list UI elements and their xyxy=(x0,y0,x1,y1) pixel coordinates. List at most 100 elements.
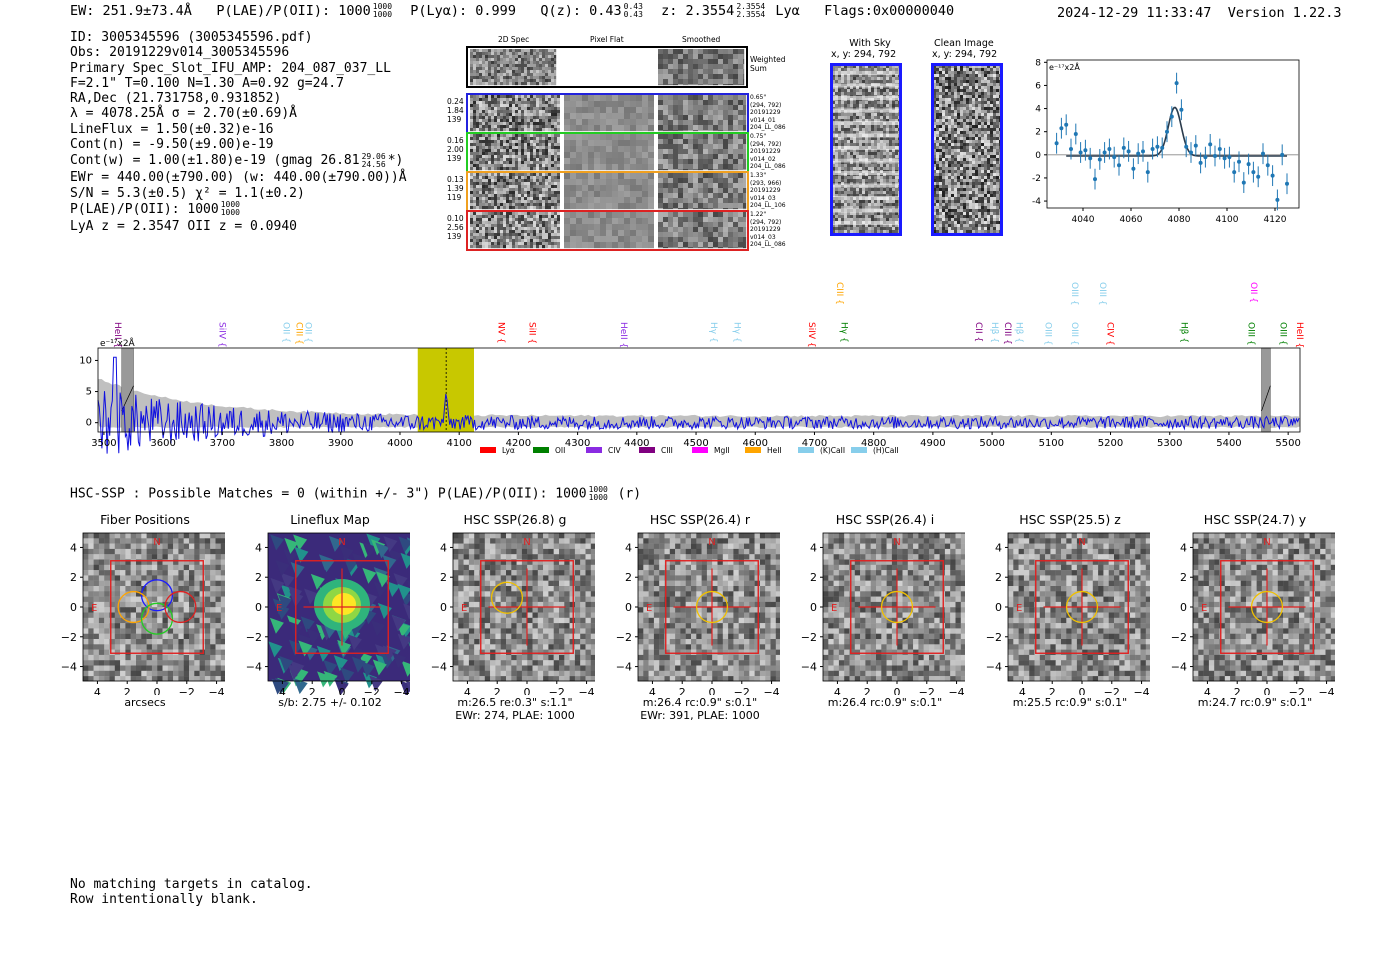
hsc-xtick-label: 0 xyxy=(894,686,901,695)
hsc-xtick-label: −2 xyxy=(1289,686,1305,695)
flux-facet xyxy=(318,554,333,571)
fit-data-point xyxy=(1198,160,1203,165)
col-gap xyxy=(654,95,658,131)
fit-data-point xyxy=(1112,155,1117,160)
legend-swatch xyxy=(639,447,655,453)
spec-xtick-label: 4200 xyxy=(506,438,531,449)
hsc-ytick-label: 4 xyxy=(625,541,632,554)
row-right-label: 1.22" xyxy=(750,211,767,218)
flags-value: Flags:0x00000040 xyxy=(824,3,955,19)
spectral-line-label: NV { xyxy=(495,322,505,343)
clean-frame xyxy=(931,63,1003,236)
fit-ytick-label: 2 xyxy=(1035,128,1041,138)
fit-data-point xyxy=(1270,173,1275,178)
fit-data-point xyxy=(1174,81,1179,86)
flux-facet xyxy=(297,633,312,650)
flux-facet xyxy=(300,616,315,633)
fit-data-point xyxy=(1069,147,1073,152)
info-primary: Primary Spec_Slot_IFU_AMP: 204_087_037_L… xyxy=(70,60,391,76)
north-marker: N xyxy=(708,537,715,548)
clean-image xyxy=(931,63,1003,236)
flux-facet xyxy=(275,677,290,694)
weighted-2dspec xyxy=(470,49,557,86)
fiber-circle xyxy=(140,602,174,635)
plae-label: P(LAE)/P(OII): 1000 xyxy=(216,3,371,19)
flux-facet xyxy=(287,663,302,680)
clean-xy: x, y: 294, 792 xyxy=(932,49,998,60)
gmag-fraction: 29.06 24.56 xyxy=(362,152,386,169)
sky-line xyxy=(832,221,900,225)
row-pixflat xyxy=(564,212,655,249)
spectral-line-label: HeII { xyxy=(112,322,122,348)
footer-line1: No matching targets in catalog. xyxy=(70,877,313,892)
row-right-label: 20191229 xyxy=(750,226,781,233)
row-left-label: 119 xyxy=(447,193,462,202)
fit-data-point xyxy=(1150,147,1155,152)
hsc-title: HSC-SSP : Possible Matches = 0 (within +… xyxy=(70,486,587,502)
hsc-xtick-label: −2 xyxy=(734,686,750,695)
fit-data-point xyxy=(1073,132,1078,136)
z-label: z: 2.3554 xyxy=(661,3,735,19)
hsc-ytick-label: −4 xyxy=(986,661,1002,674)
line-name: Lyα xyxy=(775,3,800,19)
hsc-panel-caption: m:26.4 rc:0.9" s:0.1" xyxy=(827,696,943,709)
search-box xyxy=(295,560,389,654)
hsc-ytick-label: 4 xyxy=(440,541,447,554)
row-left-label: 139 xyxy=(447,154,462,163)
flux-facet xyxy=(283,548,298,565)
flux-facet xyxy=(372,659,387,676)
spec-xtick-label: 4100 xyxy=(446,438,471,449)
info-lineflux: LineFlux = 1.50(±0.32)e-16 xyxy=(70,121,274,137)
fit-data-point xyxy=(1203,155,1208,160)
fit-data-point xyxy=(1193,143,1198,148)
hsc-xtick-label: −2 xyxy=(549,686,565,695)
flux-facet xyxy=(280,572,295,589)
east-marker: E xyxy=(646,603,652,614)
sky-line xyxy=(832,71,900,75)
flux-facet xyxy=(362,672,377,689)
spec-xtick-label: 3700 xyxy=(210,438,235,449)
spec-xtick-label: 3600 xyxy=(150,438,175,449)
flux-facet xyxy=(351,656,366,673)
fit-data-point xyxy=(1241,180,1246,185)
spectral-line-label: OIII { xyxy=(1069,282,1079,306)
hsc-ytick-label: 2 xyxy=(255,571,262,584)
hsc-xtick-label: −4 xyxy=(393,686,409,695)
fit-data-point xyxy=(1184,144,1189,149)
hsc-ytick-label: 4 xyxy=(1180,541,1187,554)
flux-facet xyxy=(306,628,321,645)
fit-gaussian-curve xyxy=(1066,106,1287,157)
spec-xtick-label: 4500 xyxy=(683,438,708,449)
fit-xtick-label: 4080 xyxy=(1168,215,1191,225)
legend-label: (H)CaII xyxy=(873,446,899,455)
fit-data-point xyxy=(1189,150,1193,155)
sky-line xyxy=(832,171,900,175)
spec-xtick-label: 4600 xyxy=(743,438,768,449)
row-left-label: 0.13 xyxy=(447,175,464,184)
flux-facet xyxy=(360,661,375,678)
search-box xyxy=(1035,560,1129,654)
flux-facet xyxy=(269,617,284,634)
hsc-noise xyxy=(1008,533,1150,682)
timestamp: 2024-12-29 11:33:47 xyxy=(1057,5,1212,21)
row-smoothed xyxy=(658,95,747,132)
row-2dspec xyxy=(470,173,561,210)
flux-facet xyxy=(303,588,318,605)
spec-xtick-label: 4800 xyxy=(861,438,886,449)
flux-facet xyxy=(388,548,403,565)
fit-ytick-label: -4 xyxy=(1032,197,1041,207)
spec-xtick-label: 4900 xyxy=(920,438,945,449)
hsc-title-row: HSC-SSP : Possible Matches = 0 (within +… xyxy=(70,486,641,502)
hsc-panel-caption: m:24.7 rc:0.9" s:0.1" xyxy=(1197,696,1313,709)
spec-xtick-label: 5300 xyxy=(1157,438,1182,449)
hsc-ytick-label: −2 xyxy=(246,631,262,644)
fit-data-point xyxy=(1246,162,1251,167)
flux-facet xyxy=(397,633,410,650)
hsc-xtick-label: 4 xyxy=(1204,686,1211,695)
info-lyaz: LyA z = 2.3547 OII z = 0.0940 xyxy=(70,218,297,234)
hsc-panel-image: N E 4 4 2 2 0 0 −2 −2 −4 −4 xyxy=(1171,532,1335,695)
hsc-ytick-label: 0 xyxy=(70,601,77,614)
sky-line xyxy=(832,146,900,150)
hsc-panel-title: HSC SSP(26.8) g xyxy=(463,512,567,527)
fit-data-point xyxy=(1121,145,1126,150)
